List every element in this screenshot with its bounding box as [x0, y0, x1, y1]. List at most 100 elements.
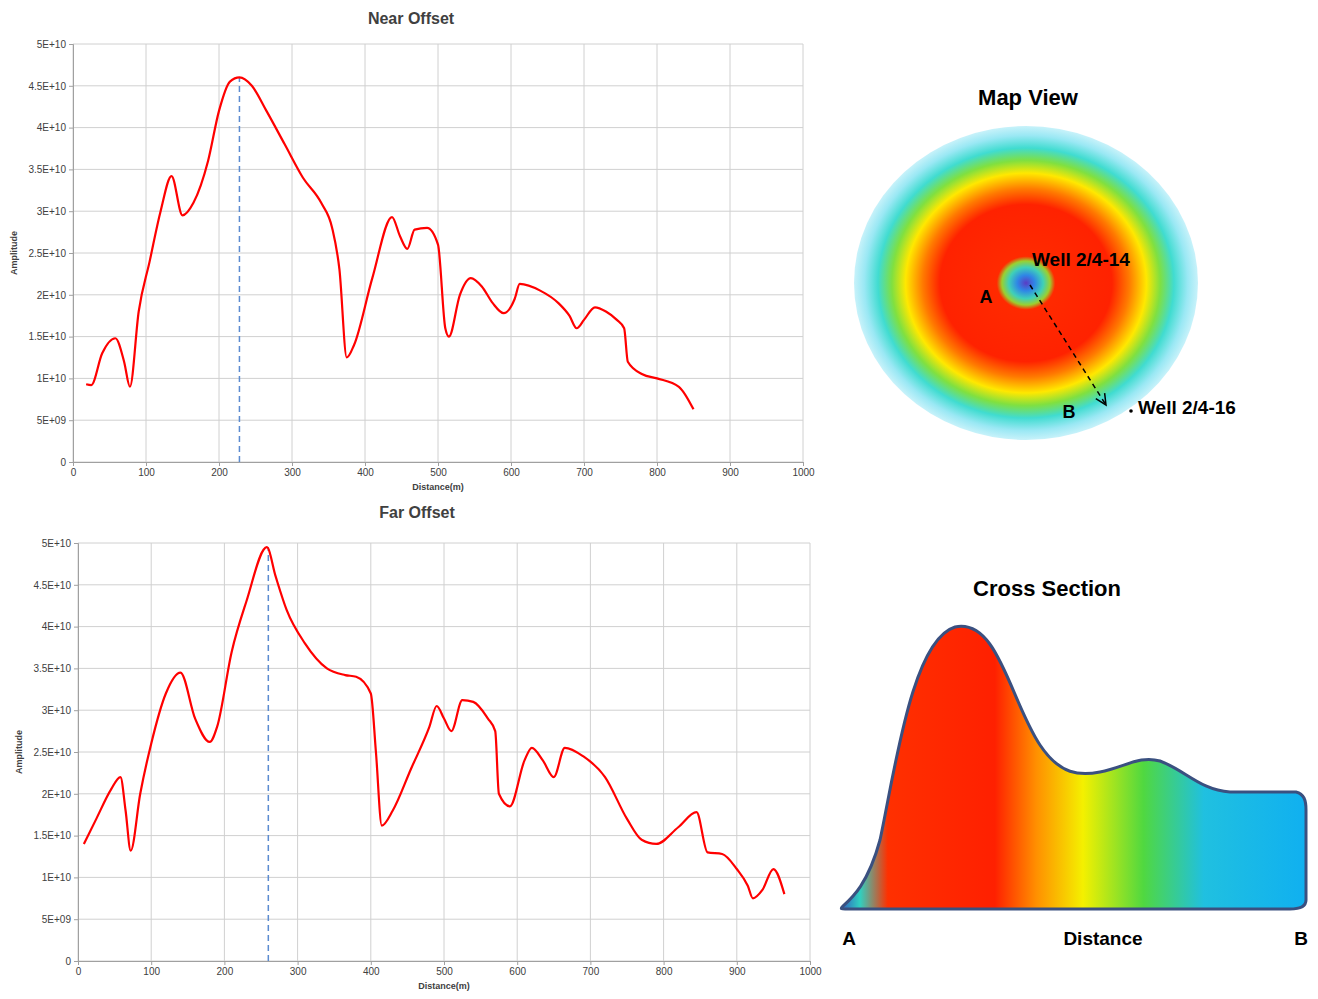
x-tick: 400: [357, 462, 374, 478]
x-tick-mark: [292, 462, 293, 466]
y-tick-mark: [74, 752, 78, 753]
x-tick: 200: [211, 462, 228, 478]
x-tick: 700: [576, 462, 593, 478]
point-label: A: [980, 287, 993, 307]
x-tick: 300: [290, 961, 307, 977]
well-label: Well 2/4-14: [1032, 249, 1130, 270]
y-tick: 2E+10: [37, 290, 73, 301]
x-tick: 100: [138, 462, 155, 478]
y-tick-label: 1.5E+10: [28, 331, 66, 342]
x-tick-mark: [219, 462, 220, 466]
y-tick-mark: [69, 44, 73, 45]
grid: [78, 543, 810, 961]
y-tick: 5E+09: [42, 914, 78, 925]
y-tick: 4.5E+10: [33, 580, 78, 591]
y-tick: 4E+10: [37, 122, 73, 133]
y-tick-mark: [69, 253, 73, 254]
cross-section: Cross SectionADistanceB: [841, 576, 1307, 949]
x-tick-label: 300: [290, 966, 307, 977]
x-tick-label: 500: [430, 467, 447, 478]
well-label: Well 2/4-16: [1138, 397, 1236, 418]
y-tick: 1.5E+10: [33, 830, 78, 841]
x-tick: 900: [722, 462, 739, 478]
x-tick-mark: [298, 961, 299, 965]
well-marker: [1129, 409, 1133, 413]
marker-line: [239, 77, 241, 462]
x-tick: 900: [729, 961, 746, 977]
section-axis: Distance: [1063, 928, 1142, 949]
x-tick-label: 100: [143, 966, 160, 977]
grid-line-y: [78, 919, 810, 920]
y-tick-label: 2.5E+10: [28, 248, 66, 259]
x-tick-label: 900: [722, 467, 739, 478]
grid-line-y: [73, 127, 803, 128]
y-tick-label: 3.5E+10: [33, 663, 71, 674]
y-tick-label: 3.5E+10: [28, 164, 66, 175]
y-tick: 2.5E+10: [33, 747, 78, 758]
arrow-head: [1096, 393, 1106, 405]
y-axis-title: Amplitude: [14, 730, 24, 774]
x-tick-mark: [517, 961, 518, 965]
axis-line: [74, 463, 804, 467]
grid-line-y: [78, 835, 810, 836]
y-tick-label: 5E+10: [42, 538, 72, 549]
x-tick: 600: [509, 961, 526, 977]
data-line: [86, 77, 693, 409]
grid-line-y: [78, 543, 810, 544]
map-title: Map View: [978, 85, 1079, 110]
y-tick: 0: [60, 457, 73, 468]
y-tick: 4.5E+10: [28, 81, 73, 92]
x-tick: 200: [217, 961, 234, 977]
y-tick-label: 3E+10: [37, 206, 67, 217]
y-tick-mark: [74, 710, 78, 711]
y-tick-label: 4.5E+10: [28, 81, 66, 92]
x-tick-label: 900: [729, 966, 746, 977]
map-view: Map ViewWell 2/4-14ABWell 2/4-16: [854, 85, 1236, 440]
y-tick-mark: [74, 836, 78, 837]
y-tick: 4E+10: [42, 621, 78, 632]
y-tick: 3E+10: [42, 705, 78, 716]
x-tick: 700: [583, 961, 600, 977]
y-tick: 1E+10: [42, 872, 78, 883]
grid-line-y: [73, 336, 803, 337]
data-line: [84, 547, 785, 898]
y-tick-mark: [74, 585, 78, 586]
grid-line-y: [78, 752, 810, 753]
x-tick-label: 800: [656, 966, 673, 977]
y-axis-title: Amplitude: [9, 231, 19, 275]
axis-line: [74, 544, 79, 962]
y-tick-label: 4E+10: [37, 122, 67, 133]
grid-line-y: [73, 294, 803, 295]
axis-line: [79, 962, 811, 966]
section-start: A: [842, 928, 856, 949]
y-tick-mark: [69, 378, 73, 379]
x-tick: 0: [76, 961, 82, 977]
x-tick-label: 1000: [792, 467, 815, 478]
x-tick-label: 400: [357, 467, 374, 478]
x-tick-mark: [803, 462, 804, 466]
x-axis: 01002003004005006007008009001000: [71, 462, 815, 478]
x-tick-mark: [590, 961, 591, 965]
y-tick-mark: [74, 668, 78, 669]
x-tick-label: 600: [503, 467, 520, 478]
x-tick-label: 700: [576, 467, 593, 478]
y-tick-label: 4.5E+10: [33, 580, 71, 591]
x-tick-mark: [151, 961, 152, 965]
y-tick: 3.5E+10: [28, 164, 73, 175]
y-tick-mark: [69, 420, 73, 421]
y-tick-label: 0: [60, 457, 66, 468]
y-tick-mark: [74, 877, 78, 878]
y-tick-label: 5E+10: [37, 39, 67, 50]
x-tick-label: 200: [217, 966, 234, 977]
y-tick-mark: [69, 169, 73, 170]
chart-panel: Far Offset010020030040050060070080090010…: [14, 504, 822, 991]
y-tick: 0: [65, 956, 78, 967]
x-tick-label: 0: [71, 467, 77, 478]
y-tick-mark: [69, 295, 73, 296]
x-tick-mark: [810, 961, 811, 965]
x-tick-mark: [146, 462, 147, 466]
y-tick-mark: [74, 543, 78, 544]
y-tick: 2E+10: [42, 789, 78, 800]
y-tick: 5E+10: [37, 39, 73, 50]
x-tick-label: 700: [583, 966, 600, 977]
